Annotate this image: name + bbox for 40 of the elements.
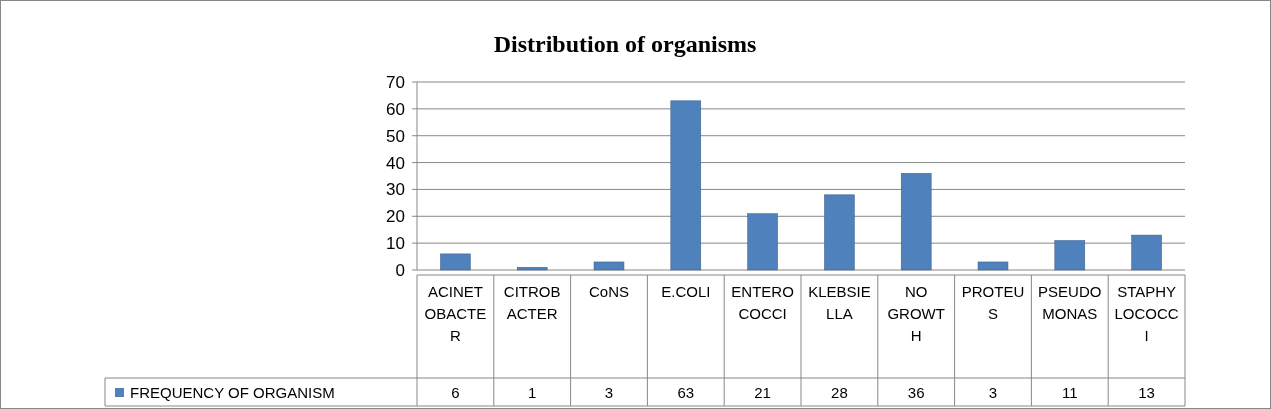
x-tick-label: ACINETOBACTER bbox=[424, 283, 487, 344]
data-label: 28 bbox=[831, 384, 848, 401]
data-label: 6 bbox=[451, 384, 460, 401]
bar bbox=[747, 213, 778, 271]
bar bbox=[593, 261, 625, 271]
y-tick-label: 30 bbox=[386, 180, 405, 200]
x-tick-label: E.COLI bbox=[661, 283, 711, 300]
x-tick-label: CoNS bbox=[588, 283, 630, 300]
data-label: 3 bbox=[988, 384, 998, 401]
data-label: 11 bbox=[1062, 384, 1078, 401]
data-label: 3 bbox=[604, 384, 614, 401]
bar bbox=[1131, 234, 1162, 271]
data-label: 36 bbox=[907, 384, 925, 401]
x-tick-label: PROTEUS bbox=[961, 283, 1025, 322]
bar bbox=[670, 100, 702, 271]
data-label: 13 bbox=[1138, 384, 1155, 401]
bar bbox=[824, 194, 855, 271]
x-tick-label: CITROBACTER bbox=[503, 283, 561, 322]
bar bbox=[516, 267, 548, 271]
x-tick-label: STAPHYLOCOCCI bbox=[1114, 283, 1179, 344]
y-tick-label: 20 bbox=[386, 207, 405, 227]
x-tick-label: ENTEROCOCCI bbox=[731, 283, 794, 322]
y-tick-label: 60 bbox=[386, 99, 405, 119]
x-tick-label: KLEBSIELLA bbox=[808, 283, 871, 322]
y-tick-label: 70 bbox=[386, 72, 405, 92]
y-tick-label: 0 bbox=[395, 260, 405, 280]
bar bbox=[977, 261, 1009, 271]
y-tick-label: 10 bbox=[386, 234, 405, 254]
data-label: 21 bbox=[754, 384, 771, 401]
bar bbox=[1054, 240, 1086, 271]
chart-title: Distribution of organisms bbox=[493, 31, 757, 57]
bar bbox=[440, 253, 471, 271]
x-tick-label: NO GROWTH bbox=[887, 283, 945, 344]
y-tick-label: 40 bbox=[386, 153, 405, 173]
y-tick-label: 50 bbox=[386, 126, 405, 146]
x-tick-label: PSEUDOMONAS bbox=[1038, 283, 1102, 322]
bar bbox=[900, 173, 932, 271]
data-label: 1 bbox=[528, 384, 537, 401]
data-label: 63 bbox=[677, 384, 695, 401]
legend-label: FREQUENCY OF ORGANISM bbox=[130, 384, 335, 401]
